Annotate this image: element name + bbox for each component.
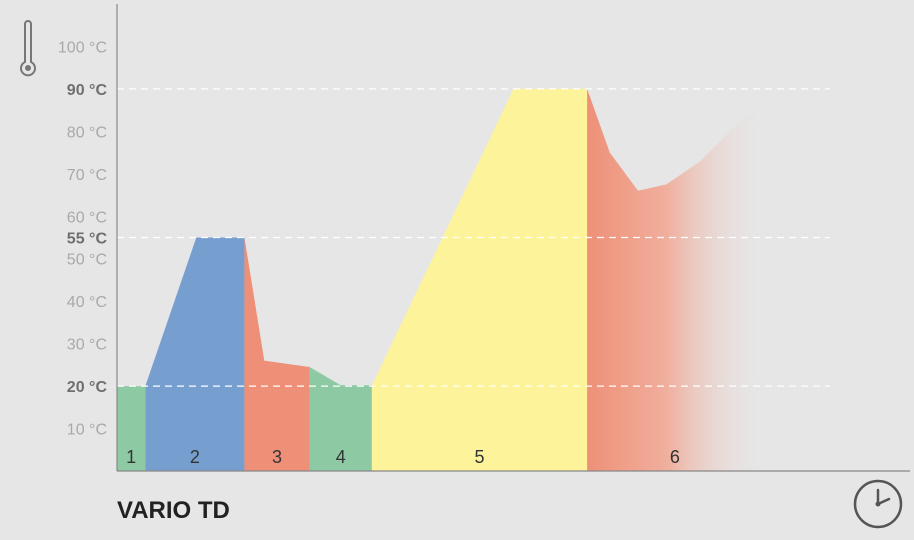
segment-label-3: 3 — [272, 447, 282, 467]
y-tick-label: 90 °C — [67, 82, 108, 99]
segment-label-2: 2 — [190, 447, 200, 467]
reference-lines — [117, 88, 830, 387]
segment-label-6: 6 — [670, 447, 680, 467]
y-tick-label: 20 °C — [67, 379, 108, 396]
chart-title: VARIO TD — [117, 497, 230, 524]
segment-area-5 — [371, 88, 588, 471]
segment-area-3 — [244, 237, 310, 471]
segment-label-5: 5 — [475, 447, 485, 467]
axes — [116, 4, 910, 472]
y-tick-label: 80 °C — [67, 124, 107, 141]
thermometer-icon — [20, 20, 36, 77]
segment-area-6 — [587, 88, 763, 471]
clock-icon — [853, 479, 903, 529]
y-tick-labels: 100 °C 90 °C 80 °C 70 °C 60 °C 55 °C 50 °C 40 °… — [58, 39, 108, 438]
segment-label-4: 4 — [336, 447, 346, 467]
y-tick-label: 30 °C — [67, 337, 107, 354]
segment-area-1 — [117, 386, 146, 471]
segment-areas — [117, 88, 763, 471]
y-tick-label: 40 °C — [67, 294, 107, 311]
y-tick-label: 50 °C — [67, 252, 107, 269]
segment-labels: 1 2 3 4 5 6 — [126, 447, 680, 467]
segment-area-2 — [145, 237, 245, 471]
y-tick-label: 10 °C — [67, 422, 107, 439]
segment-label-1: 1 — [126, 447, 136, 467]
y-tick-label: 70 °C — [67, 167, 107, 184]
segment-area-4 — [309, 366, 372, 471]
y-tick-label: 60 °C — [67, 209, 107, 226]
y-tick-label: 100 °C — [58, 39, 107, 56]
y-tick-label: 55 °C — [67, 231, 108, 248]
